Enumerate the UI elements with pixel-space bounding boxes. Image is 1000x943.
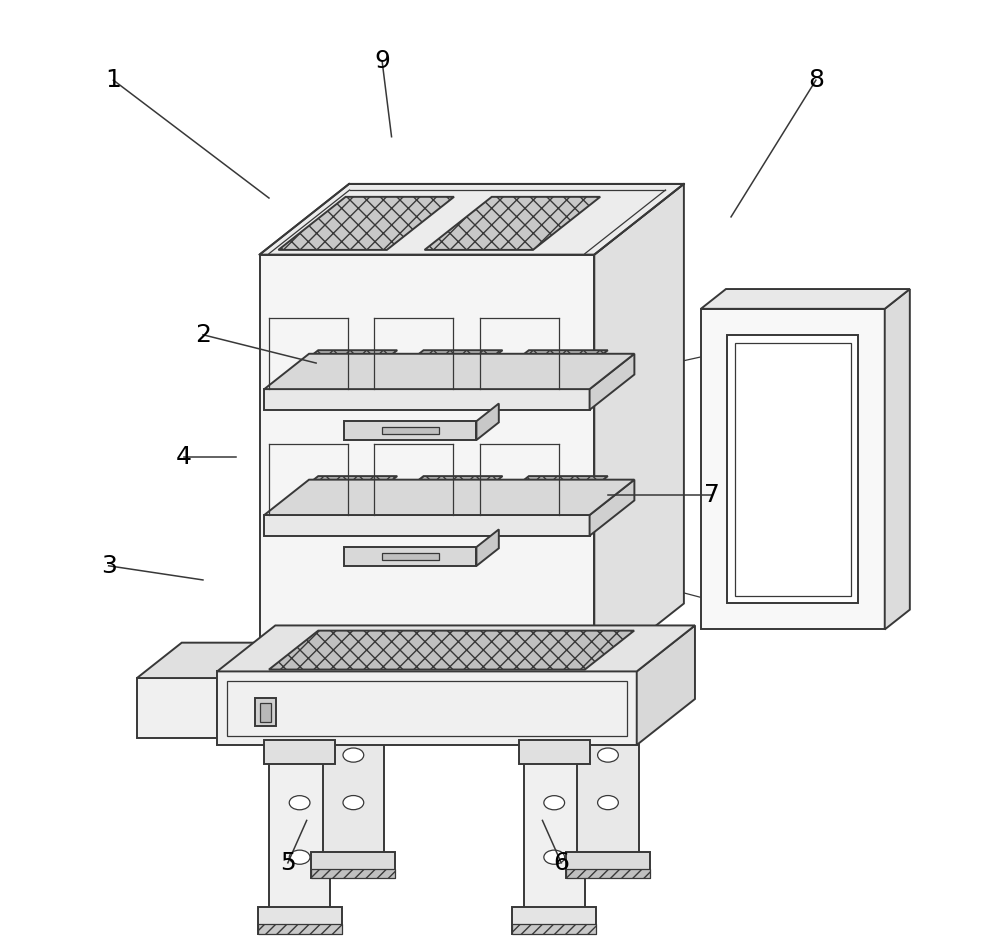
Bar <box>264 389 590 410</box>
Bar <box>735 343 851 596</box>
Text: 5: 5 <box>280 851 296 875</box>
Bar <box>311 852 395 878</box>
Bar <box>258 907 342 934</box>
Ellipse shape <box>598 796 618 810</box>
Text: 7: 7 <box>704 483 720 507</box>
Ellipse shape <box>598 748 618 762</box>
Bar <box>258 924 342 934</box>
Bar <box>255 698 276 726</box>
Bar <box>217 671 637 745</box>
Polygon shape <box>480 350 608 389</box>
Bar <box>227 681 627 736</box>
Polygon shape <box>637 625 695 745</box>
Polygon shape <box>269 476 397 515</box>
Polygon shape <box>594 184 684 674</box>
Text: 9: 9 <box>374 49 390 74</box>
Bar <box>269 745 330 910</box>
Bar <box>264 515 590 536</box>
Bar <box>524 745 585 910</box>
Bar <box>701 309 885 630</box>
Bar <box>577 722 639 871</box>
Text: 2: 2 <box>195 323 211 347</box>
Text: 4: 4 <box>176 445 192 470</box>
Bar <box>311 869 395 878</box>
Polygon shape <box>476 404 499 440</box>
Text: 6: 6 <box>553 851 569 875</box>
Bar <box>566 869 650 878</box>
Bar <box>512 924 596 934</box>
Text: 8: 8 <box>808 68 824 92</box>
Text: 1: 1 <box>105 68 121 92</box>
Ellipse shape <box>544 796 565 810</box>
Bar <box>344 547 476 566</box>
Polygon shape <box>374 476 503 515</box>
Polygon shape <box>269 350 397 389</box>
Polygon shape <box>278 197 454 250</box>
Polygon shape <box>590 354 634 410</box>
Bar <box>382 553 439 560</box>
Ellipse shape <box>289 796 310 810</box>
Polygon shape <box>137 643 262 678</box>
Bar <box>519 740 590 764</box>
Bar <box>260 703 271 722</box>
Text: 3: 3 <box>101 554 117 578</box>
Ellipse shape <box>343 796 364 810</box>
Bar <box>382 427 439 435</box>
Bar <box>264 740 335 764</box>
Polygon shape <box>217 625 695 671</box>
Bar <box>137 678 217 738</box>
Polygon shape <box>260 184 684 255</box>
Polygon shape <box>217 643 262 738</box>
Polygon shape <box>374 350 503 389</box>
Polygon shape <box>480 476 608 515</box>
Polygon shape <box>885 289 910 630</box>
Bar <box>323 722 384 871</box>
Polygon shape <box>269 631 634 670</box>
Polygon shape <box>701 289 910 309</box>
Ellipse shape <box>343 748 364 762</box>
Polygon shape <box>264 480 634 515</box>
Polygon shape <box>425 197 600 250</box>
Bar <box>566 852 650 878</box>
Bar <box>512 907 596 934</box>
Bar <box>344 422 476 440</box>
Polygon shape <box>476 529 499 566</box>
Ellipse shape <box>544 851 565 865</box>
Polygon shape <box>264 354 634 389</box>
Ellipse shape <box>289 851 310 865</box>
Polygon shape <box>590 480 634 536</box>
Bar <box>260 255 594 674</box>
Bar <box>727 335 858 604</box>
